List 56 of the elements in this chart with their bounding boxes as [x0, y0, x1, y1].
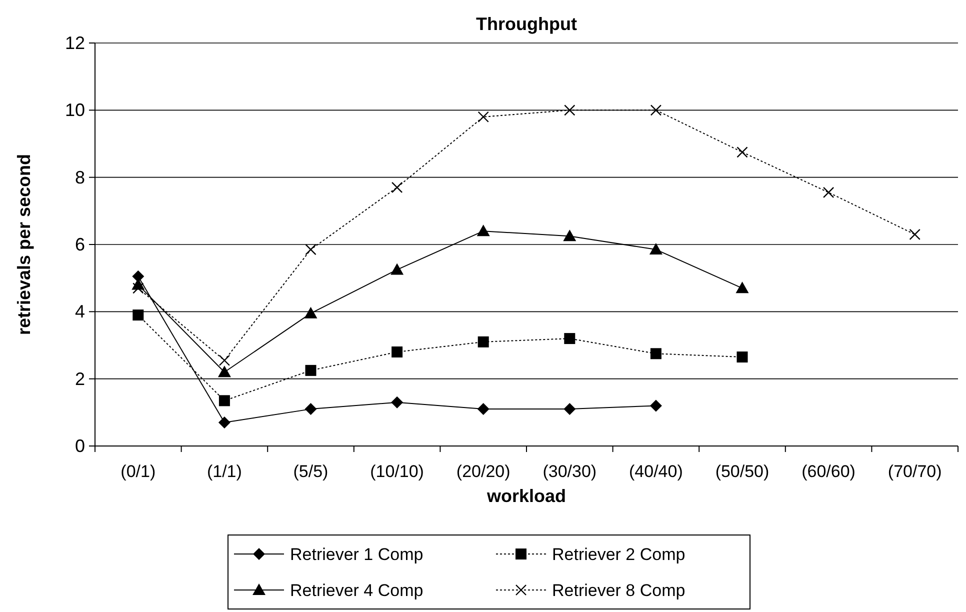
x-tick-label: (70/70): [888, 462, 942, 481]
y-tick-label: 12: [64, 33, 85, 53]
point: [650, 400, 662, 412]
point: [391, 182, 403, 194]
point: [822, 186, 834, 198]
chart-title: Throughput: [476, 14, 577, 34]
point: [736, 282, 749, 294]
point: [305, 244, 316, 256]
point: [478, 111, 489, 122]
legend-label: Retriever 4 Comp: [290, 581, 424, 600]
point: [304, 306, 318, 318]
point: [564, 333, 576, 344]
y-tick-label: 4: [74, 302, 85, 322]
x-axis-title: workload: [486, 486, 566, 506]
x-tick-label: (1/1): [206, 462, 242, 481]
y-tick-label: 8: [74, 167, 85, 188]
point: [650, 104, 662, 116]
point: [392, 346, 403, 358]
point: [736, 352, 748, 363]
y-tick-label: 0: [74, 436, 85, 456]
x-tick-label: (10/10): [370, 462, 424, 481]
point: [736, 146, 748, 158]
point: [218, 416, 230, 428]
y-tick-label: 2: [74, 368, 85, 389]
point: [649, 243, 662, 255]
point: [218, 366, 231, 378]
x-tick-label: (40/40): [629, 462, 683, 481]
x-tick-label: (30/30): [542, 462, 597, 481]
point: [477, 403, 490, 416]
point: [476, 224, 490, 236]
point: [390, 263, 404, 275]
legend-label: Retriever 1 Comp: [290, 545, 424, 564]
y-axis-title: retrievals per second: [14, 154, 34, 336]
legend-label: Retriever 2 Comp: [552, 545, 686, 564]
point: [478, 336, 489, 348]
point: [564, 403, 576, 416]
x-tick-label: (50/50): [715, 462, 770, 481]
point: [564, 104, 576, 116]
y-tick-label: 6: [74, 234, 85, 254]
x-tick-label: (0/1): [120, 462, 156, 481]
point: [391, 396, 404, 408]
point: [218, 395, 230, 406]
legend-label: Retriever 8 Comp: [552, 581, 686, 600]
point: [218, 354, 230, 366]
point: [305, 364, 316, 376]
x-tick-label: (5/5): [293, 462, 328, 481]
point: [304, 403, 317, 416]
x-tick-label: (60/60): [802, 462, 856, 481]
x-tick-label: (20/20): [456, 462, 510, 481]
y-tick-label: 10: [64, 100, 85, 120]
point: [132, 270, 144, 282]
point: [132, 282, 144, 294]
point: [563, 230, 576, 242]
point: [909, 228, 920, 240]
point: [650, 348, 662, 360]
point: [132, 310, 144, 321]
